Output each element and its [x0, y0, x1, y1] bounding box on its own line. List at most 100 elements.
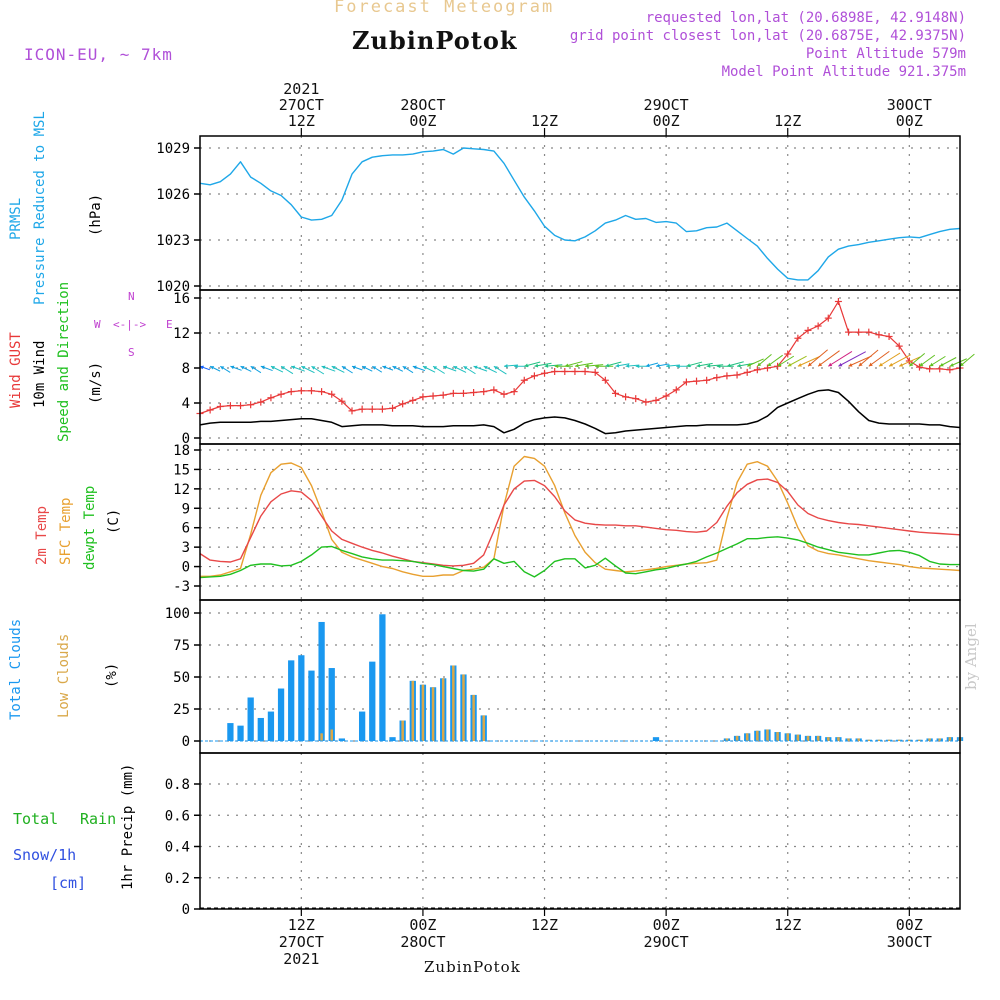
- time-label-bottom: 00Z: [653, 916, 680, 934]
- compass-n: N: [128, 290, 135, 303]
- y-tick-label: 0.6: [165, 808, 190, 824]
- time-label-top: 12Z: [531, 112, 558, 130]
- wind-direction-arrowhead: [341, 366, 346, 370]
- low-cloud-bar: [472, 694, 475, 741]
- label-clouds-unit: (%): [104, 662, 120, 688]
- wind-direction-arrowhead: [514, 364, 518, 369]
- panel-frame: [199, 135, 961, 291]
- total-cloud-bar: [652, 737, 660, 741]
- gust-line: [199, 300, 961, 415]
- time-label-top: 30OCT: [887, 96, 932, 114]
- dewpoint-line: [199, 536, 960, 579]
- wind-direction-arrowhead: [260, 365, 265, 370]
- wind-direction-arrowhead: [767, 362, 772, 367]
- low-cloud-bar: [320, 733, 323, 741]
- wind-direction-arrow: [828, 351, 853, 367]
- time-label-top: 00Z: [896, 112, 923, 130]
- top-title: Forecast Meteogram: [334, 0, 555, 17]
- low-cloud-bar: [786, 733, 789, 741]
- low-cloud-bar: [816, 735, 820, 741]
- wind-direction-arrowhead: [311, 366, 316, 370]
- y-tick-label: 0: [182, 431, 190, 447]
- wind-direction-arrowhead: [230, 365, 235, 370]
- y-tick-label: 0.4: [165, 840, 190, 856]
- wind-direction-arrowhead: [210, 366, 215, 370]
- location-title: ZubinPotok: [352, 26, 518, 55]
- label-total-clouds: Total Clouds: [8, 618, 24, 720]
- total-cloud-bar: [267, 711, 275, 741]
- wind-direction-arrowhead: [331, 366, 336, 370]
- low-cloud-bar: [735, 735, 739, 741]
- wind-direction-arrowhead: [362, 366, 367, 370]
- wind-direction-arrow: [898, 356, 921, 367]
- low-cloud-bar: [745, 733, 749, 741]
- y-tick-label: 4: [182, 396, 190, 412]
- panel-frames: [199, 135, 961, 910]
- time-axis: 202127OCT12Z12Z27OCT202128OCT00Z00Z28OCT…: [279, 80, 932, 968]
- low-cloud-bar: [462, 674, 465, 741]
- wind-direction-arrowhead: [564, 363, 569, 368]
- wind-direction-arrowhead: [524, 363, 529, 368]
- low-cloud-bar: [421, 684, 425, 741]
- label-pressure-unit: (hPa): [88, 193, 104, 236]
- total-cloud-bar: [369, 661, 376, 741]
- low-cloud-bar: [482, 715, 485, 741]
- time-label-top: 12Z: [774, 112, 801, 130]
- label-pressure-desc: Pressure Reduced to MSL: [32, 111, 48, 305]
- wind-direction-arrowhead: [291, 365, 296, 370]
- time-label-top: 27OCT: [279, 96, 324, 114]
- low-cloud-bar: [796, 734, 800, 741]
- wind-direction-arrowhead: [412, 365, 417, 370]
- y-tick-label: 1020: [156, 279, 190, 295]
- wind-direction-arrowhead: [818, 362, 823, 367]
- closest-coords: grid point closest lon,lat (20.6875E, 42…: [569, 28, 966, 44]
- time-label-bottom: 28OCT: [400, 933, 445, 951]
- wind-direction-arrowhead: [372, 366, 377, 370]
- wind-direction-arrow: [868, 350, 890, 367]
- wind-direction-arrowhead: [200, 365, 204, 370]
- wind-direction-arrowhead: [321, 365, 326, 370]
- wind-direction-arrowhead: [929, 362, 934, 367]
- footer-location: ZubinPotok: [424, 958, 521, 976]
- low-cloud-bar: [938, 738, 941, 741]
- total-cloud-bar: [379, 614, 386, 741]
- label-2m-temp: 2m Temp: [34, 505, 50, 565]
- time-label-bottom: 12Z: [288, 916, 315, 934]
- wind-direction-arrowhead: [625, 364, 630, 368]
- wind-direction-arrowhead: [453, 366, 458, 370]
- model-label: ICON-EU, ~ 7km: [24, 45, 173, 64]
- wind-direction-arrowhead: [909, 362, 914, 367]
- y-tick-label: 12: [173, 482, 190, 498]
- y-tick-label: 15: [173, 462, 190, 478]
- low-cloud-bar: [918, 739, 921, 741]
- wind-direction-arrowhead: [392, 366, 397, 370]
- watermark: by Angel: [962, 623, 980, 690]
- wind-direction-arrowhead: [716, 364, 721, 369]
- total-cloud-bar: [358, 711, 366, 741]
- wind-direction-arrowhead: [493, 366, 498, 370]
- time-label-bottom: 27OCT: [279, 933, 324, 951]
- low-cloud-bar: [330, 729, 333, 741]
- y-tick-label: 6: [182, 521, 190, 537]
- compass-e: E: [166, 318, 173, 331]
- wind-direction-arrowhead: [676, 364, 680, 369]
- low-cloud-bar: [867, 739, 871, 741]
- wind-direction-arrowhead: [939, 362, 944, 367]
- time-label-top: 00Z: [653, 112, 680, 130]
- low-cloud-bar: [827, 737, 830, 741]
- total-cloud-bar: [328, 668, 335, 741]
- total-cloud-bar: [389, 737, 396, 741]
- label-snow: Snow/1h: [13, 846, 77, 864]
- y-tick-label: 25: [173, 702, 190, 718]
- low-cloud-bar: [847, 738, 850, 741]
- wind-direction-arrowhead: [757, 362, 762, 367]
- wind-speed-line: [199, 389, 961, 435]
- time-label-bottom: 12Z: [531, 916, 558, 934]
- y-tick-label: 100: [165, 606, 190, 622]
- wind-direction-arrowhead: [635, 364, 640, 369]
- wind-direction-arrow: [848, 355, 872, 367]
- low-cloud-bar: [908, 739, 911, 741]
- wind-direction-arrowhead: [645, 363, 650, 368]
- wind-direction-arrowhead: [706, 364, 711, 368]
- y-ticks: 10201023102610290481216-3036912151802550…: [156, 141, 200, 918]
